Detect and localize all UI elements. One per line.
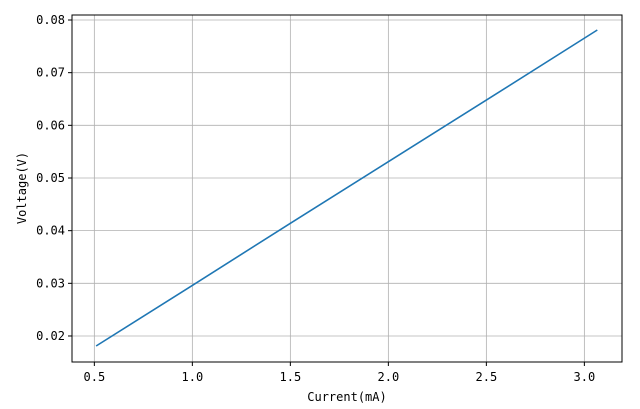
grid xyxy=(72,15,622,362)
y-tick-label: 0.05 xyxy=(36,171,65,185)
y-tick-label: 0.02 xyxy=(36,329,65,343)
x-tick-label: 1.0 xyxy=(182,370,204,384)
x-tick-label: 0.5 xyxy=(84,370,106,384)
y-tick-label: 0.08 xyxy=(36,13,65,27)
y-tick-label: 0.07 xyxy=(36,66,65,80)
series-line xyxy=(95,29,598,347)
y-axis-label: Voltage(V) xyxy=(15,152,29,224)
y-tick-label: 0.03 xyxy=(36,276,65,290)
x-tick-label: 1.5 xyxy=(280,370,302,384)
y-tick-label: 0.04 xyxy=(36,224,65,238)
x-tick-label: 3.0 xyxy=(574,370,596,384)
series-layer xyxy=(95,29,598,347)
x-tick-label: 2.5 xyxy=(476,370,498,384)
plot-frame xyxy=(71,14,623,363)
x-axis-label: Current(mA) xyxy=(307,390,386,404)
y-tick-label: 0.06 xyxy=(36,118,65,132)
x-tick-label: 2.0 xyxy=(378,370,400,384)
ticks: 0.5 1.0 1.5 2.0 2.5 3.0 0.02 0.03 0.04 0.05 0.06 0.… xyxy=(36,13,595,384)
